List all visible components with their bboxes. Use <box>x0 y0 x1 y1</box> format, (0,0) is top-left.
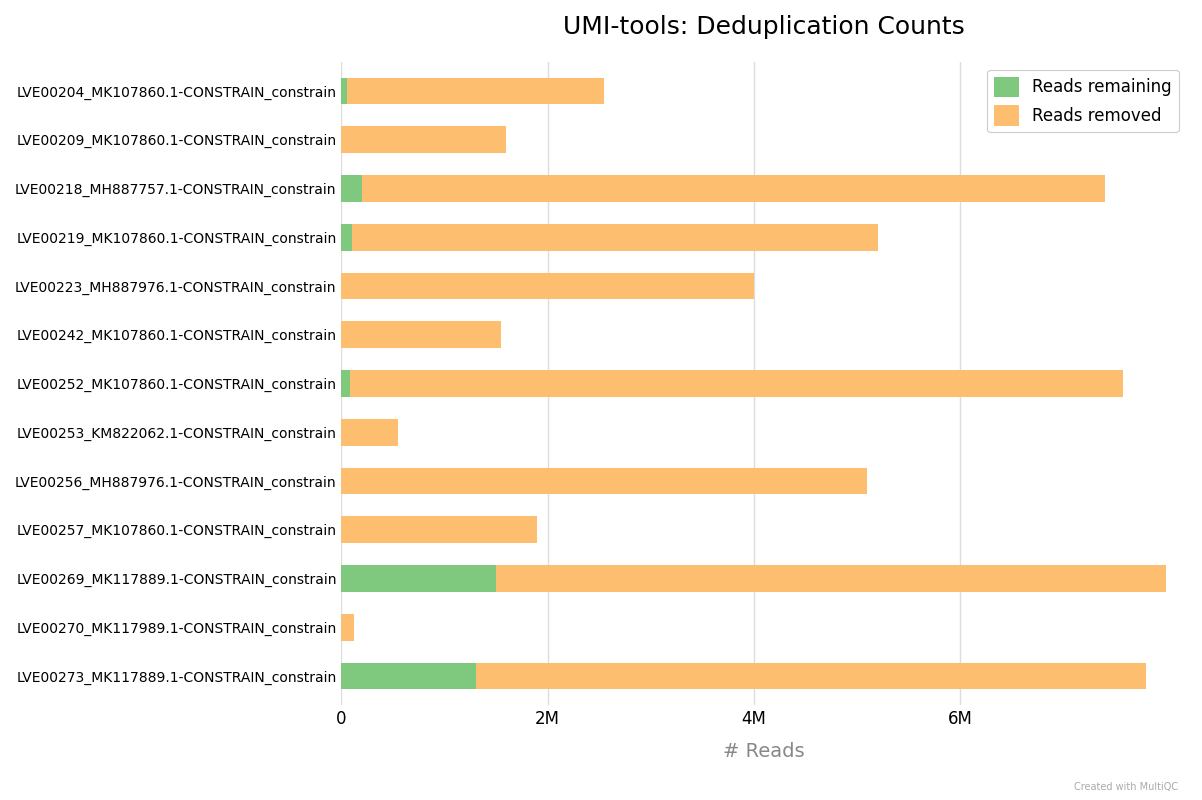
Bar <box>341 370 350 397</box>
Bar <box>341 273 754 299</box>
Bar <box>362 175 1105 202</box>
Legend: Reads remaining, Reads removed: Reads remaining, Reads removed <box>987 70 1179 133</box>
Bar <box>341 419 398 446</box>
Bar <box>496 565 1166 592</box>
Bar <box>341 322 501 348</box>
Bar <box>352 224 877 250</box>
X-axis label: # Reads: # Reads <box>724 742 805 761</box>
Bar <box>346 78 605 105</box>
Bar <box>341 614 353 641</box>
Bar <box>341 662 476 690</box>
Bar <box>476 662 1146 690</box>
Bar <box>341 126 506 153</box>
Bar <box>341 565 496 592</box>
Title: UMI-tools: Deduplication Counts: UMI-tools: Deduplication Counts <box>564 15 965 39</box>
Bar <box>341 468 868 494</box>
Text: Created with MultiQC: Created with MultiQC <box>1073 782 1178 792</box>
Bar <box>341 516 537 543</box>
Bar <box>341 78 346 105</box>
Bar <box>341 224 352 250</box>
Bar <box>341 175 362 202</box>
Bar <box>350 370 1123 397</box>
